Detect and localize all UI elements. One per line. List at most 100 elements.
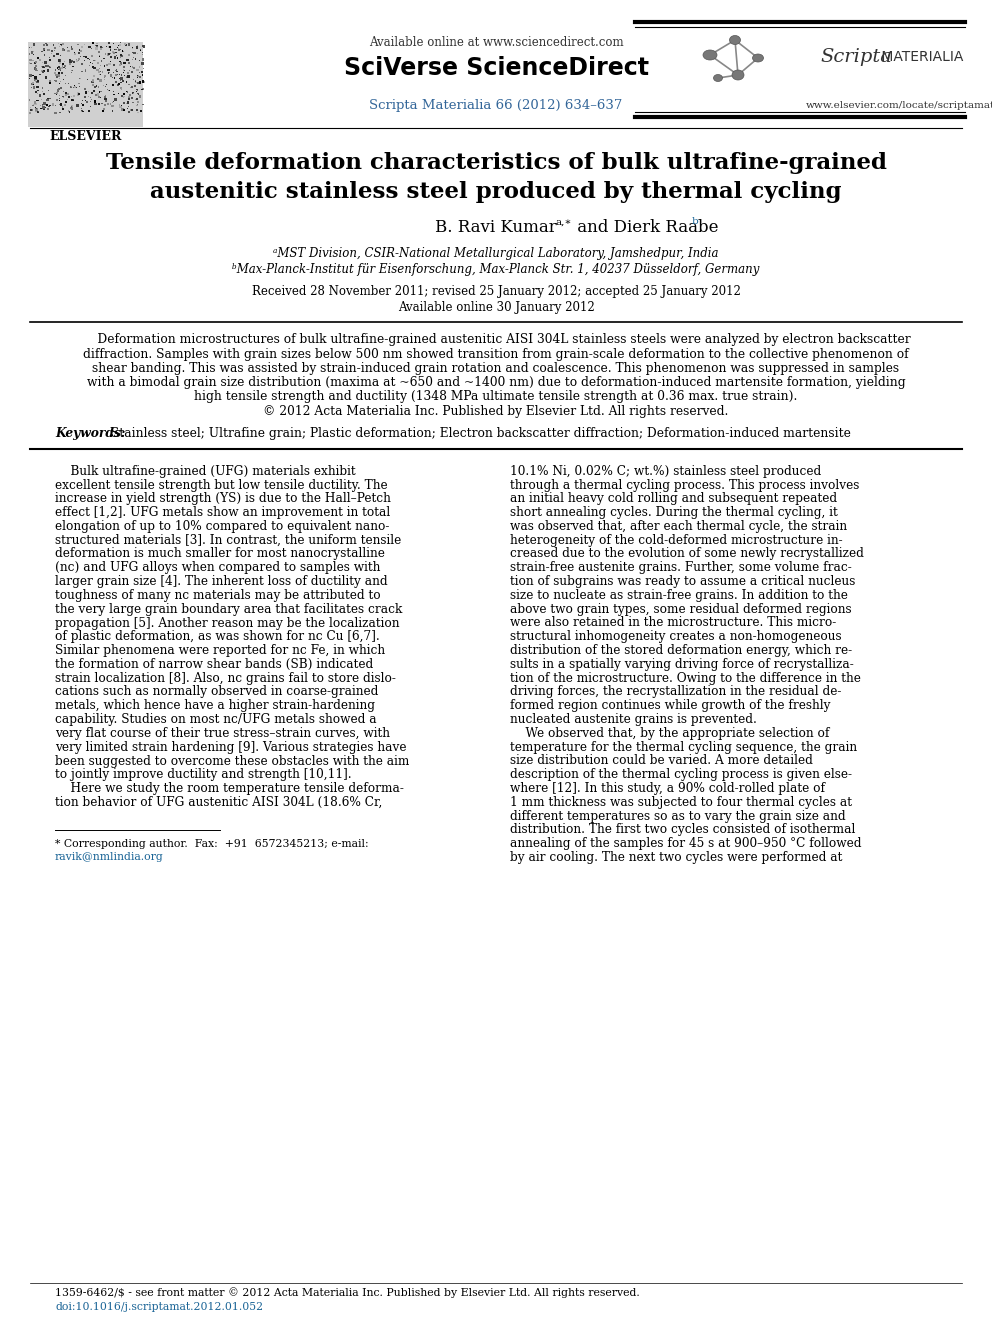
Bar xyxy=(131,108,133,111)
Bar xyxy=(47,99,49,102)
Bar xyxy=(91,81,93,83)
Bar xyxy=(56,93,58,94)
Bar xyxy=(104,95,106,98)
Bar xyxy=(29,54,31,56)
Bar xyxy=(69,61,71,64)
Bar xyxy=(30,60,32,61)
Bar xyxy=(70,107,72,110)
Bar xyxy=(142,52,143,53)
Bar xyxy=(104,98,107,101)
Text: strain localization [8]. Also, nc grains fail to store dislo-: strain localization [8]. Also, nc grains… xyxy=(55,672,396,685)
Bar xyxy=(71,70,73,71)
Text: effect [1,2]. UFG metals show an improvement in total: effect [1,2]. UFG metals show an improve… xyxy=(55,507,390,519)
Bar xyxy=(54,79,56,81)
Bar xyxy=(113,78,115,79)
Bar xyxy=(78,93,80,95)
Bar xyxy=(37,86,39,89)
Text: Received 28 November 2011; revised 25 January 2012; accepted 25 January 2012: Received 28 November 2011; revised 25 Ja… xyxy=(252,286,740,299)
Bar xyxy=(97,78,99,81)
Bar xyxy=(83,56,85,57)
Text: 1 mm thickness was subjected to four thermal cycles at: 1 mm thickness was subjected to four the… xyxy=(510,796,852,808)
Bar xyxy=(142,45,144,48)
Bar xyxy=(120,87,122,89)
Text: tion of the microstructure. Owing to the difference in the: tion of the microstructure. Owing to the… xyxy=(510,672,861,685)
Bar xyxy=(58,73,60,74)
Bar xyxy=(72,61,74,64)
Bar xyxy=(62,65,63,66)
Bar xyxy=(43,106,45,108)
Bar xyxy=(135,81,136,82)
Bar xyxy=(88,46,90,48)
Bar xyxy=(132,93,134,94)
Bar xyxy=(82,111,83,112)
Bar xyxy=(129,111,130,112)
Text: www.elsevier.com/locate/scriptamat: www.elsevier.com/locate/scriptamat xyxy=(806,101,992,110)
Bar xyxy=(118,49,120,52)
Bar xyxy=(44,61,47,64)
Bar xyxy=(139,66,140,67)
Bar xyxy=(140,49,141,50)
Bar xyxy=(64,105,65,106)
Text: SciVerse ScienceDirect: SciVerse ScienceDirect xyxy=(343,56,649,79)
Bar xyxy=(60,81,62,82)
Bar xyxy=(61,87,62,89)
Bar xyxy=(35,78,37,79)
Bar xyxy=(105,45,107,48)
Bar xyxy=(93,90,95,93)
Bar xyxy=(37,81,39,83)
Bar xyxy=(53,44,55,46)
Bar xyxy=(31,110,33,111)
Bar xyxy=(49,66,52,69)
Bar xyxy=(126,60,129,61)
Text: propagation [5]. Another reason may be the localization: propagation [5]. Another reason may be t… xyxy=(55,617,400,630)
Bar xyxy=(29,53,30,54)
Bar xyxy=(136,91,137,93)
Bar xyxy=(127,75,130,78)
Bar xyxy=(92,66,93,67)
Text: diffraction. Samples with grain sizes below 500 nm showed transition from grain-: diffraction. Samples with grain sizes be… xyxy=(83,348,909,361)
Text: and Dierk Raabe: and Dierk Raabe xyxy=(572,220,718,237)
Bar xyxy=(123,95,125,97)
Text: Similar phenomena were reported for nc Fe, in which: Similar phenomena were reported for nc F… xyxy=(55,644,385,658)
Bar xyxy=(77,93,79,94)
Bar xyxy=(48,49,49,50)
Bar xyxy=(58,74,60,77)
Bar xyxy=(52,103,54,106)
Bar xyxy=(123,71,124,73)
Bar xyxy=(58,90,60,91)
Ellipse shape xyxy=(703,50,717,60)
Text: annealing of the samples for 45 s at 900–950 °C followed: annealing of the samples for 45 s at 900… xyxy=(510,837,861,851)
Ellipse shape xyxy=(732,70,744,79)
Bar xyxy=(114,98,117,101)
Bar xyxy=(119,74,120,75)
Bar xyxy=(62,44,63,45)
Bar xyxy=(73,95,75,97)
Bar xyxy=(100,70,101,71)
Bar xyxy=(44,48,46,49)
Bar xyxy=(102,71,103,73)
Bar xyxy=(141,70,144,73)
Text: Stainless steel; Ultrafine grain; Plastic deformation; Electron backscatter diff: Stainless steel; Ultrafine grain; Plasti… xyxy=(107,427,851,439)
Bar xyxy=(29,99,31,101)
Bar xyxy=(84,70,86,71)
Bar xyxy=(79,78,81,79)
Bar xyxy=(79,50,82,53)
Text: capability. Studies on most nc/UFG metals showed a: capability. Studies on most nc/UFG metal… xyxy=(55,713,377,726)
Text: an initial heavy cold rolling and subsequent repeated: an initial heavy cold rolling and subseq… xyxy=(510,492,837,505)
Bar xyxy=(106,64,108,66)
Bar xyxy=(112,77,113,78)
Bar xyxy=(121,89,122,90)
Bar xyxy=(129,94,131,95)
Bar xyxy=(133,57,135,58)
Bar xyxy=(35,102,37,105)
Bar xyxy=(71,48,73,50)
Bar xyxy=(55,69,57,71)
Text: 1359-6462/$ - see front matter © 2012 Acta Materialia Inc. Published by Elsevier: 1359-6462/$ - see front matter © 2012 Ac… xyxy=(55,1287,640,1298)
Bar xyxy=(119,65,121,66)
Bar xyxy=(122,79,124,82)
Bar xyxy=(34,79,36,81)
Bar xyxy=(128,97,130,98)
Bar xyxy=(100,48,102,50)
Bar xyxy=(45,42,47,44)
Bar xyxy=(120,77,123,79)
